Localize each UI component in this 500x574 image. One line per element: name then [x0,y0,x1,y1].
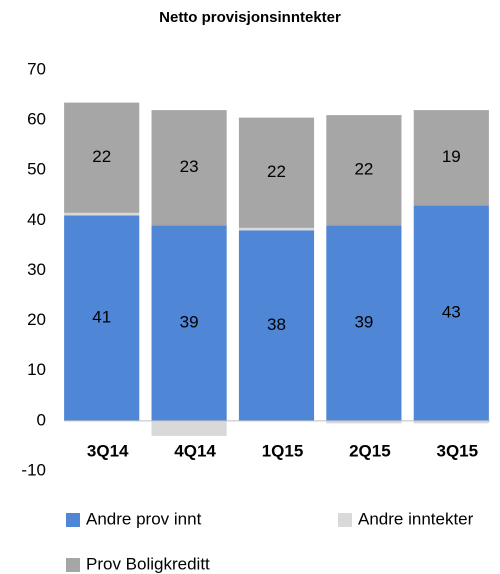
data-label: 19 [442,147,461,166]
bar-segment [413,205,489,421]
y-tick-label: 30 [27,260,46,279]
bar-segment [238,230,315,421]
y-tick-label: 20 [27,310,46,329]
bar-segment [326,225,402,421]
bar-segment [151,110,227,226]
chart-title: Netto provisjonsinntekter [159,9,341,26]
data-label: 41 [92,308,111,327]
x-tick-label: 3Q15 [437,441,479,460]
legend-label: Andre prov innt [86,509,202,528]
bar-segment [64,215,140,421]
bar-segment [326,420,402,424]
x-tick-label: 4Q14 [174,441,216,460]
data-label: 39 [180,313,199,332]
y-tick-label: 0 [37,410,46,429]
y-tick-label: 40 [27,210,46,229]
bar-segment [238,117,315,228]
legend-swatch [66,513,80,527]
data-label: 43 [442,303,461,322]
bar-segment [64,102,140,213]
legend-label: Prov Boligkreditt [86,554,210,573]
data-label: 23 [180,157,199,176]
bar-segment [151,225,227,421]
legend-swatch [66,558,80,572]
data-label: 22 [92,147,111,166]
data-label: 38 [267,315,286,334]
data-label: 22 [354,160,373,179]
bar-segment [64,212,140,216]
y-tick-label: 10 [27,360,46,379]
y-tick-label: 50 [27,160,46,179]
y-tick-label: -10 [21,460,46,479]
data-label: 39 [354,313,373,332]
y-tick-label: 70 [27,59,46,78]
bar-segment [413,110,489,206]
bar-segment [326,115,402,226]
legend-swatch [338,513,352,527]
x-tick-label: 2Q15 [349,441,391,460]
y-tick-label: 60 [27,110,46,129]
data-label: 22 [267,162,286,181]
x-tick-label: 1Q15 [262,441,304,460]
bar-segment [413,420,489,424]
legend-label: Andre inntekter [358,509,474,528]
x-tick-label: 3Q14 [87,441,129,460]
bar-segment [238,227,315,231]
bar-segment [151,420,227,436]
